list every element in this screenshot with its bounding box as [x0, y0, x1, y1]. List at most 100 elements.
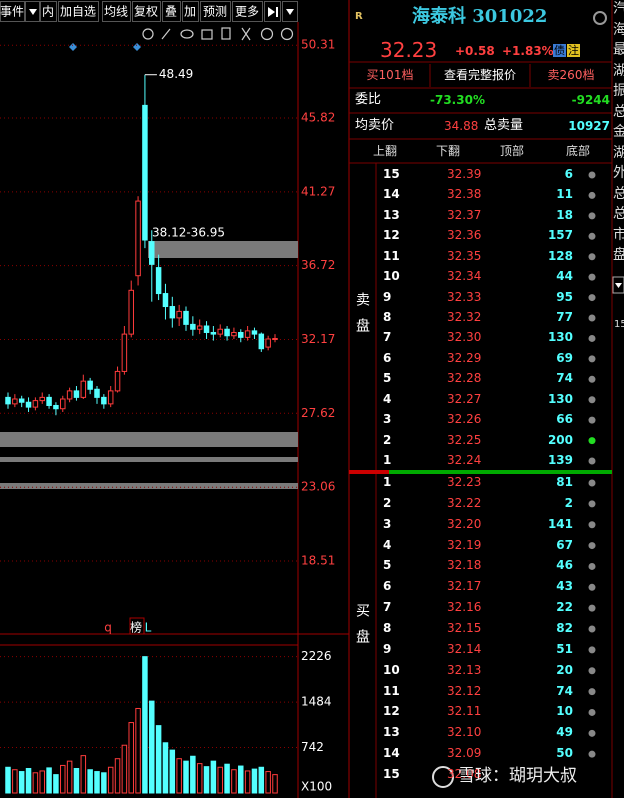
volume-bar	[210, 760, 217, 794]
icon[interactable]	[260, 27, 274, 41]
quote-link[interactable]: 查看完整报价	[443, 68, 517, 82]
book-volume: 139	[547, 453, 573, 468]
book-dot	[588, 542, 596, 550]
book-dot	[588, 604, 596, 612]
avg-price: 34.88	[444, 119, 479, 133]
book-volume: 82	[556, 621, 573, 636]
volume-bar	[142, 656, 148, 794]
book-price: 32.34	[447, 269, 482, 284]
book-header[interactable]: 上翻	[372, 144, 398, 158]
book-volume: 77	[556, 310, 573, 324]
candle-body	[238, 331, 244, 338]
settings-icon[interactable]	[593, 11, 607, 25]
toolbar-button[interactable]	[40, 1, 57, 22]
candle-body	[258, 333, 265, 350]
toolbar-button	[282, 1, 298, 22]
book-price: 32.36	[447, 228, 482, 243]
toolbar-button[interactable]	[58, 1, 99, 22]
volume-bar	[39, 770, 45, 794]
candle-body	[39, 396, 45, 402]
volume-bar	[107, 766, 114, 794]
toolbar-button[interactable]	[182, 1, 199, 22]
toolbar-label: 加	[184, 5, 196, 19]
tag: R	[355, 11, 363, 22]
dropdown-arrow[interactable]	[286, 9, 294, 15]
book-dot	[588, 334, 596, 342]
book-price: 32.20	[447, 516, 482, 531]
book-level: 1	[383, 475, 392, 489]
book-price: 32.23	[447, 475, 482, 489]
panel-lines	[349, 0, 613, 798]
book-price: 32.29	[447, 350, 482, 365]
book-volume: 66	[556, 412, 573, 427]
toolbar-button[interactable]	[232, 1, 263, 22]
side-text: 汽	[613, 1, 624, 17]
side-text: 湖	[613, 144, 624, 161]
icon[interactable]	[280, 27, 294, 41]
scroll-box[interactable]	[612, 276, 624, 294]
book-dot	[588, 253, 596, 261]
book-dot	[588, 667, 596, 675]
volume-bar	[73, 768, 80, 794]
book-price: 32.30	[447, 330, 482, 345]
volume-bar	[53, 774, 59, 794]
dropdown-arrow[interactable]	[29, 9, 37, 15]
book-dot	[588, 273, 596, 281]
side-text: 湖	[613, 62, 624, 79]
volume-bar	[169, 749, 176, 794]
volume-bar	[224, 763, 230, 794]
quote-link[interactable]: 买101档	[366, 68, 414, 82]
book-dot	[588, 750, 596, 758]
volume-bar	[265, 771, 271, 794]
range-label: 38.12-36.95	[152, 226, 225, 240]
book-header[interactable]: 下翻	[435, 144, 461, 158]
book-price: 32.25	[447, 432, 482, 447]
toolbar-button[interactable]	[0, 1, 25, 22]
candle-body	[169, 306, 176, 319]
book-price: 32.12	[447, 683, 482, 698]
book-dot	[588, 625, 596, 633]
book-level: 2	[383, 495, 392, 510]
next-arrow[interactable]	[268, 7, 275, 17]
book-volume: 22	[556, 600, 573, 615]
book-dot	[588, 457, 596, 465]
support-band	[0, 432, 298, 447]
candle-body	[265, 338, 271, 348]
book-price: 32.17	[447, 579, 482, 594]
toolbar-button[interactable]	[162, 1, 181, 22]
book-price: 32.22	[447, 495, 482, 510]
scroll-arrow[interactable]	[615, 283, 622, 288]
volume-bar	[190, 755, 196, 794]
stock-title: 海泰科 301022	[412, 6, 548, 27]
book-header[interactable]: 底部	[565, 144, 591, 158]
volume-bar	[101, 772, 107, 794]
icon[interactable]	[221, 27, 231, 40]
tool-icons	[142, 27, 294, 41]
volume-bar	[176, 758, 182, 794]
avg-label2: 总卖量	[484, 118, 524, 133]
book-dot	[588, 479, 596, 487]
book-header[interactable]: 顶部	[499, 144, 525, 158]
book-level: 4	[383, 537, 392, 552]
candle-body	[25, 401, 32, 408]
candle-body	[251, 330, 258, 335]
book-dot	[588, 437, 596, 445]
toolbar-button[interactable]	[200, 1, 231, 22]
book-level: 7	[383, 330, 392, 345]
candle-body	[80, 380, 87, 398]
y-tick-label: 1484	[301, 695, 332, 709]
candle-body	[73, 390, 80, 398]
candle-body	[94, 388, 100, 398]
book-level: 12	[383, 228, 400, 243]
side-text: 市	[613, 226, 624, 243]
book-level: 6	[383, 579, 392, 594]
candle-body	[203, 325, 210, 333]
quote-link[interactable]: 卖260档	[547, 68, 595, 82]
high-label: 48.49	[159, 67, 193, 81]
toolbar-button[interactable]	[132, 1, 161, 22]
book-price: 32.16	[447, 600, 482, 615]
split-bar-red	[349, 470, 389, 474]
y-tick-label: 18.51	[301, 554, 335, 568]
y-tick-label: 45.82	[301, 111, 335, 125]
toolbar-button[interactable]	[102, 1, 131, 22]
